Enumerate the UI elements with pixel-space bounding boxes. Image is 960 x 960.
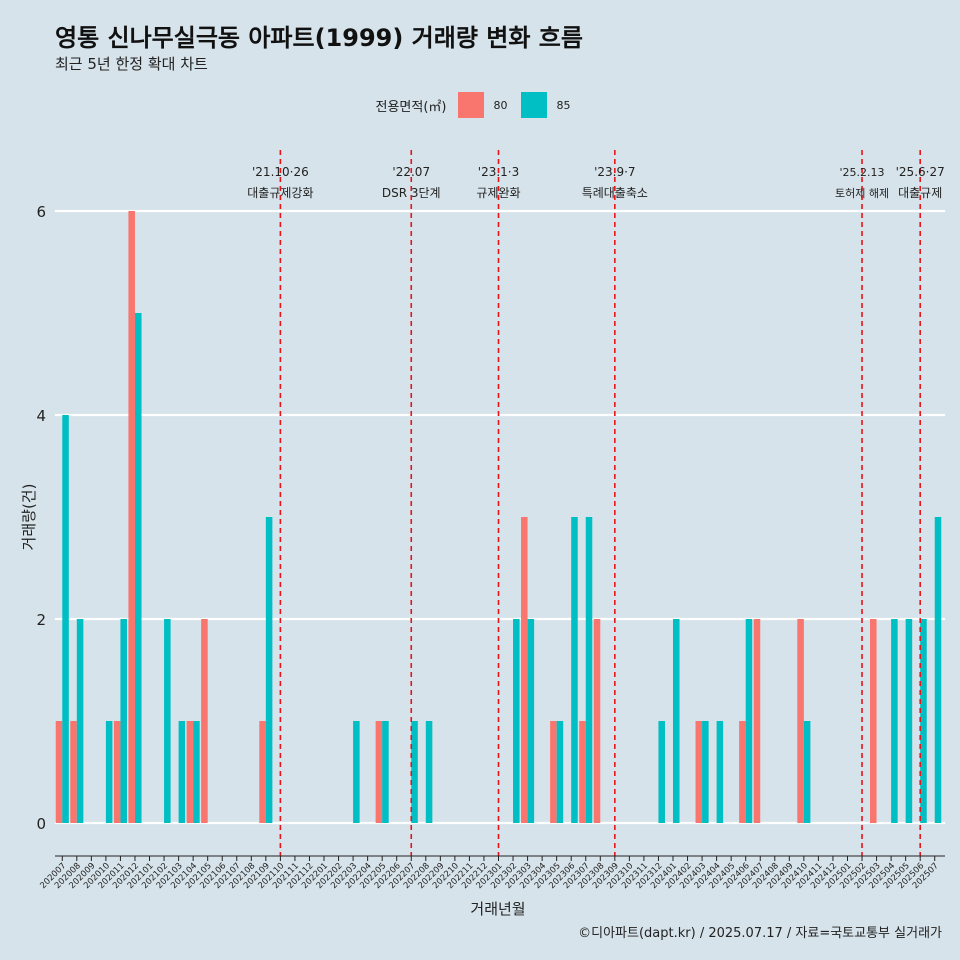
bar-85-202401: [672, 619, 680, 823]
bar-85-202403: [702, 721, 709, 823]
event-date: '25.6·27: [896, 165, 945, 179]
bar-85-202303: [527, 619, 535, 823]
y-tick-label: 4: [36, 407, 46, 425]
bar-80-202007: [55, 721, 63, 823]
event-date: '21.10·26: [252, 165, 309, 179]
bar-85-202505: [905, 619, 913, 823]
bar-85-202507: [934, 517, 942, 823]
event-label: 대출규제강화: [247, 186, 313, 200]
event-label: 특례대출축소: [582, 186, 648, 200]
bar-80-202407: [753, 619, 761, 823]
bar-85-202305: [556, 721, 564, 823]
bar-80-202307: [579, 721, 586, 823]
bar-80-202305: [550, 721, 557, 823]
bar-85-202007: [62, 415, 69, 823]
bar-85-202506: [920, 619, 927, 823]
legend-label-85: 85: [556, 98, 571, 112]
bar-80-202503: [870, 619, 877, 823]
bar-85-202205: [382, 721, 389, 823]
legend-item-80: 80: [458, 92, 507, 118]
bar-80-202410: [797, 619, 804, 823]
y-tick-label: 0: [36, 815, 46, 833]
legend-swatch-80: [458, 92, 485, 118]
legend-label-80: 80: [493, 98, 508, 112]
bar-80-202109: [259, 721, 266, 823]
caption: ©디아파트(dapt.kr) / 2025.07.17 / 자료=국토교통부 실…: [578, 926, 942, 941]
bar-85-202012: [134, 313, 142, 823]
x-axis-label: 거래년월: [470, 900, 525, 918]
y-axis-label: 거래량(건): [20, 484, 38, 551]
chart-title: 영통 신나무실극동 아파트(1999) 거래량 변화 흐름: [55, 24, 583, 52]
event-label: DSR 3단계: [382, 186, 441, 200]
bar-85-202103: [178, 721, 186, 823]
event-date: '23.9·7: [594, 165, 635, 179]
event-label: 토허제 해제: [835, 186, 889, 200]
legend-swatch-85: [521, 92, 548, 118]
event-date: '22.07: [392, 165, 430, 179]
bar-80-202105: [201, 619, 208, 823]
bar-85-202203: [353, 721, 360, 823]
event-label: 대출규제: [898, 186, 942, 200]
bar-80-202011: [113, 721, 121, 823]
legend-item-85: 85: [521, 92, 570, 118]
bar-85-202208: [425, 721, 433, 823]
legend-title: 전용면적(㎡): [375, 99, 447, 115]
bar-85-202404: [716, 721, 724, 823]
bar-85-202410: [803, 721, 811, 823]
y-tick-label: 2: [36, 611, 46, 629]
bar-80-202012: [128, 211, 135, 823]
legend: 전용면적(㎡) 80 85: [0, 92, 960, 118]
bar-85-202109: [265, 517, 273, 823]
bar-80-202104: [186, 721, 194, 823]
bar-85-202011: [120, 619, 127, 823]
event-label: 규제완화: [476, 186, 520, 200]
bar-85-202306: [571, 517, 578, 823]
chart-subtitle: 최근 5년 한정 확대 차트: [55, 55, 208, 73]
event-date: '25.2.13: [840, 166, 885, 179]
bar-85-202008: [76, 619, 84, 823]
bar-80-202008: [70, 721, 77, 823]
event-date: '23.1·3: [478, 165, 519, 179]
bar-80-202406: [739, 721, 746, 823]
bar-80-202403: [695, 721, 703, 823]
bar-85-202307: [585, 517, 593, 823]
bar-85-202104: [193, 721, 200, 823]
bar-85-202207: [411, 721, 418, 823]
bar-85-202406: [745, 619, 753, 823]
bar-80-202308: [593, 619, 601, 823]
bar-80-202205: [375, 721, 383, 823]
bar-85-202312: [658, 721, 665, 823]
bar-85-202102: [164, 619, 171, 823]
bar-80-202303: [521, 517, 528, 823]
bar-85-202504: [891, 619, 898, 823]
y-tick-label: 6: [36, 203, 46, 221]
bar-85-202010: [105, 721, 113, 823]
bar-85-202302: [513, 619, 520, 823]
